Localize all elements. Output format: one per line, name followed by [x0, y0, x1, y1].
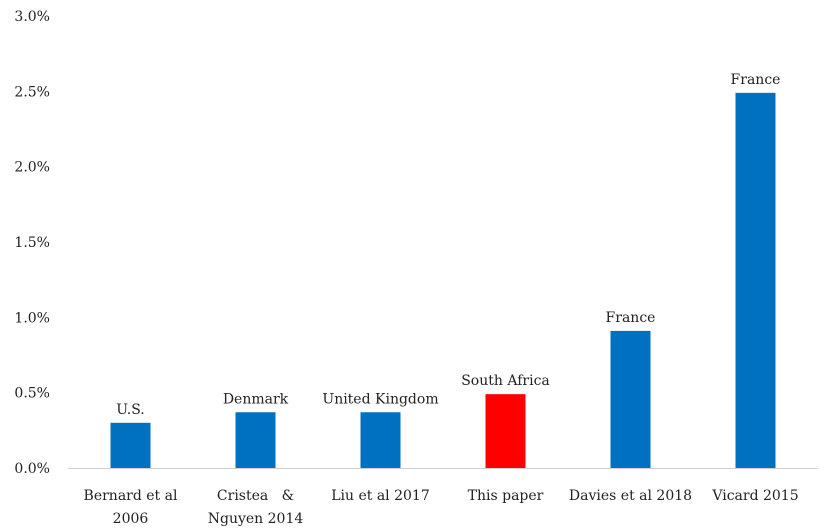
- x-tick-label: Bernard et al 2006: [84, 488, 178, 527]
- bar: [110, 422, 151, 468]
- bar: [360, 412, 401, 468]
- y-tick-label: 3.0%: [14, 9, 50, 25]
- data-label: U.S.: [116, 402, 145, 418]
- x-tick-label: Vicard 2015: [711, 488, 798, 504]
- data-label: France: [606, 310, 656, 326]
- data-labels-group: U.S. Denmark United Kingdom South Africa Fra…: [116, 72, 780, 418]
- category-labels-group: Bernard et al 2006 Cristea & Nguyen 2014 Liu…: [84, 488, 799, 527]
- y-tick-label: 2.0%: [14, 160, 50, 176]
- data-label: United Kingdom: [322, 391, 438, 407]
- x-tick-label-line: Bernard et al: [84, 488, 178, 504]
- y-tick-label: 0.5%: [14, 386, 50, 402]
- y-tick-label: 0.0%: [14, 461, 50, 477]
- x-tick-label-line: 2006: [113, 511, 149, 527]
- x-tick-label-line: Cristea &: [217, 488, 294, 504]
- x-tick-label-line: Nguyen 2014: [208, 511, 304, 527]
- data-label: France: [731, 72, 781, 88]
- bar: [735, 92, 776, 468]
- bar: [610, 330, 651, 468]
- x-tick-label: Cristea & Nguyen 2014: [208, 488, 304, 527]
- data-label: South Africa: [461, 373, 550, 389]
- x-tick-label: Liu et al 2017: [331, 488, 430, 504]
- y-axis: 0.0% 0.5% 1.0% 1.5% 2.0% 2.5% 3.0%: [14, 9, 50, 477]
- x-tick-label-line: Davies et al 2018: [569, 488, 692, 504]
- x-tick-label-line: Liu et al 2017: [331, 488, 430, 504]
- x-tick-label: Davies et al 2018: [569, 488, 692, 504]
- x-tick-label: This paper: [468, 488, 544, 504]
- y-tick-label: 1.5%: [14, 235, 50, 251]
- bar: [235, 412, 276, 468]
- y-tick-label: 1.0%: [14, 310, 50, 326]
- data-label: Denmark: [223, 391, 289, 407]
- bar: [485, 394, 526, 468]
- bars-group: [110, 92, 776, 468]
- x-tick-label-line: Vicard 2015: [711, 488, 798, 504]
- x-tick-label-line: This paper: [468, 488, 544, 504]
- y-tick-label: 2.5%: [14, 84, 50, 100]
